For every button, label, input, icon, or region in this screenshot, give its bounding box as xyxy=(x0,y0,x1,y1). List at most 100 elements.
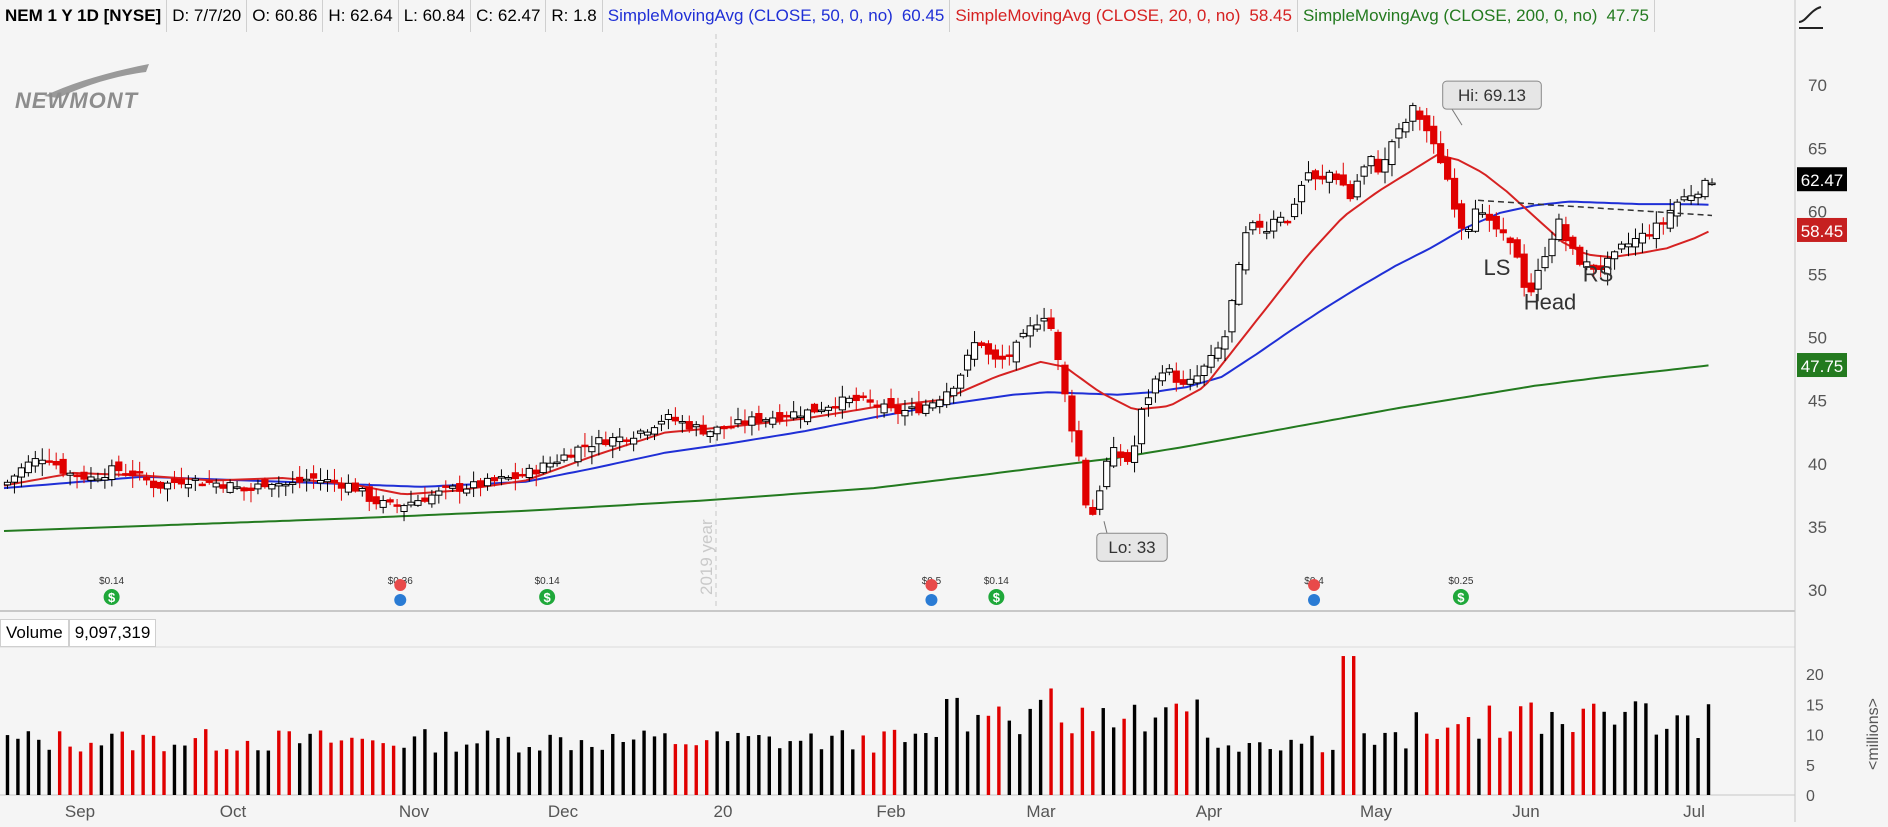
candle xyxy=(685,415,693,433)
event-markers: $0.14 $ $0.36 $0.14 $ $0.5 $0.14 $ $0.4 $0.25 $ xyxy=(99,576,1474,606)
volume-label[interactable]: Volume xyxy=(0,619,69,647)
candle xyxy=(170,470,179,490)
candle xyxy=(581,433,589,458)
candle-body xyxy=(685,421,693,430)
candle-body xyxy=(699,424,707,435)
candle-body xyxy=(1130,445,1139,463)
candle xyxy=(45,448,53,466)
candle xyxy=(268,482,276,497)
candle-body xyxy=(31,458,39,467)
volume-bar xyxy=(1696,737,1700,795)
volume-bar xyxy=(955,697,959,795)
sma50-study-label[interactable]: SimpleMovingAvg (CLOSE, 50, 0, no) xyxy=(607,6,893,25)
symbol-label[interactable]: NEM 1 Y 1D [NYSE] xyxy=(0,0,168,32)
volume-bar xyxy=(506,736,511,795)
candle-body xyxy=(623,439,631,442)
candle xyxy=(567,448,575,459)
volume-bar xyxy=(1153,717,1158,795)
year-marker: 2019 year xyxy=(697,34,717,608)
candle xyxy=(94,472,102,483)
drawing-tool-icon[interactable] xyxy=(1796,4,1826,30)
candle xyxy=(1381,147,1389,184)
candle xyxy=(240,486,248,501)
candle xyxy=(1520,244,1528,297)
candle-body xyxy=(1430,125,1438,145)
volume-bar xyxy=(360,738,364,795)
candle-body xyxy=(609,437,617,447)
candle-body xyxy=(10,475,19,483)
candle xyxy=(546,456,554,472)
candle xyxy=(1103,457,1111,490)
candle-body xyxy=(901,409,909,417)
candle-body xyxy=(720,426,728,430)
candle-body xyxy=(1054,331,1062,361)
volume-bar xyxy=(965,731,970,795)
candle xyxy=(957,373,965,397)
volume-bar xyxy=(475,743,479,795)
candle xyxy=(1263,221,1271,240)
candle xyxy=(136,461,144,481)
volume-bar xyxy=(1059,722,1064,795)
candle xyxy=(1012,339,1020,371)
dividend-event: $0.25 $ xyxy=(1448,576,1474,605)
candle-body xyxy=(1096,490,1104,510)
candle-body xyxy=(38,459,46,465)
sma200-study-label[interactable]: SimpleMovingAvg (CLOSE, 200, 0, no) xyxy=(1302,6,1598,25)
candle xyxy=(1040,307,1048,332)
dividend-icon xyxy=(539,589,556,605)
candle xyxy=(866,389,874,408)
candle-body xyxy=(734,419,742,425)
candle xyxy=(66,470,74,486)
candle-body xyxy=(149,480,158,489)
candle-body xyxy=(421,497,429,502)
volume-bar xyxy=(1425,733,1429,795)
candle-body xyxy=(122,473,130,476)
candle xyxy=(1360,164,1368,185)
candle xyxy=(1172,362,1180,392)
volume-tick-label: 20 xyxy=(1806,667,1824,684)
candle-body xyxy=(1311,170,1320,180)
candle xyxy=(1019,329,1027,339)
candle-body xyxy=(671,416,679,422)
candle xyxy=(275,476,283,498)
candle xyxy=(922,399,930,417)
volume-bar xyxy=(1581,708,1585,795)
candle xyxy=(1137,406,1146,454)
candle-body xyxy=(1270,218,1278,232)
candle-body xyxy=(1297,184,1306,203)
candle xyxy=(351,478,359,493)
candle-body xyxy=(1631,238,1640,248)
candle xyxy=(163,480,172,502)
candle xyxy=(1054,329,1062,371)
candle xyxy=(873,400,881,419)
sma20-study-label[interactable]: SimpleMovingAvg (CLOSE, 20, 0, no) xyxy=(955,6,1241,25)
volume-bar xyxy=(798,740,803,795)
candle-body xyxy=(762,419,770,422)
candle-body xyxy=(1339,174,1347,186)
candle-body xyxy=(254,483,262,490)
volume-bar xyxy=(642,730,646,795)
candle xyxy=(518,468,526,479)
candle-body xyxy=(3,481,12,486)
volume-bar xyxy=(1383,732,1387,795)
candle xyxy=(1165,364,1173,376)
candle xyxy=(1624,232,1633,257)
candle-body xyxy=(108,465,116,480)
candle xyxy=(470,471,478,498)
candle xyxy=(706,430,714,443)
candle-body xyxy=(1416,110,1424,120)
candle-body xyxy=(1277,216,1285,223)
volume-tick-label: 5 xyxy=(1806,758,1815,775)
candle-body xyxy=(156,481,165,489)
candle xyxy=(449,483,457,492)
candle xyxy=(1527,273,1535,297)
volume-bar xyxy=(1529,702,1533,795)
candle xyxy=(776,404,784,425)
candle-body xyxy=(957,374,965,389)
candle xyxy=(650,425,659,441)
candle xyxy=(908,397,916,416)
candle xyxy=(588,435,596,465)
candle-body xyxy=(1005,354,1013,357)
candle xyxy=(574,444,582,467)
candle-body xyxy=(1701,179,1709,198)
